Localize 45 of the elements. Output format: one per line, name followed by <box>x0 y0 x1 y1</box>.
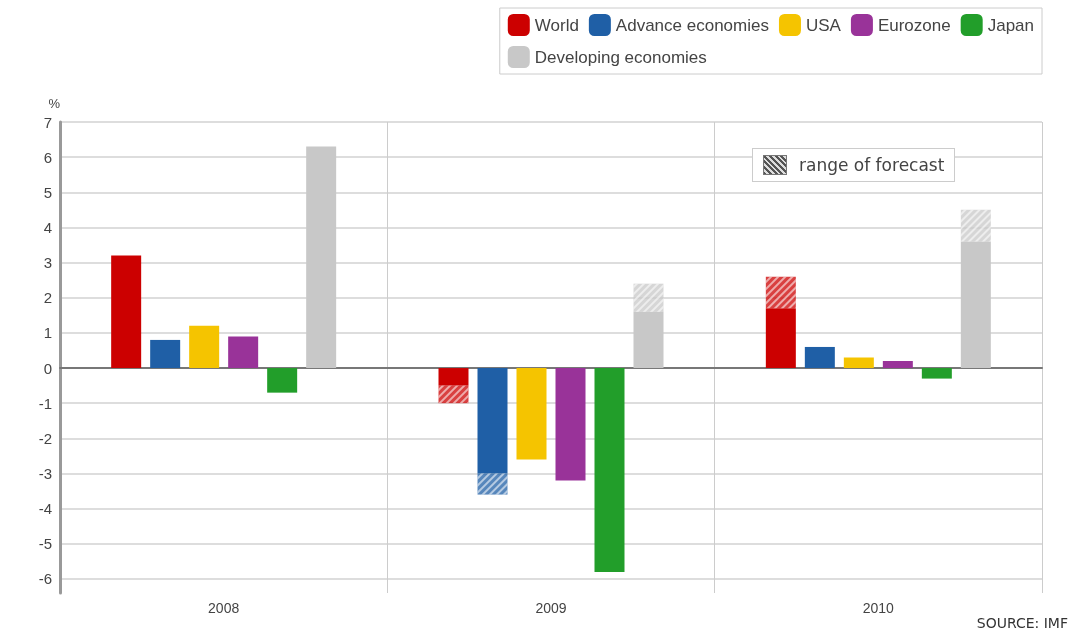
y-tick-label: 3 <box>43 254 52 272</box>
y-tick-label: -2 <box>38 429 52 447</box>
y-tick-label: 7 <box>43 113 52 131</box>
legend-label: USA <box>805 15 842 35</box>
bar <box>516 368 547 460</box>
bar <box>150 339 181 369</box>
bar <box>843 357 874 369</box>
y-axis-title: % <box>48 96 61 111</box>
y-tick-label: 6 <box>43 148 52 166</box>
y-tick-label: -3 <box>38 464 52 482</box>
y-tick-label: -1 <box>38 394 52 412</box>
bar <box>555 368 586 481</box>
x-tick-label: 2010 <box>862 600 895 616</box>
y-tick-label: -6 <box>38 570 52 588</box>
legend-label: Eurozone <box>877 15 951 35</box>
bar <box>765 308 796 369</box>
bar <box>594 368 625 572</box>
bar <box>438 368 469 386</box>
bar <box>111 255 142 369</box>
y-tick-label: 2 <box>43 289 52 307</box>
x-tick-label: 2008 <box>208 600 240 616</box>
annotation: range of forecast <box>799 155 945 175</box>
legend-label: World <box>534 15 579 35</box>
bar <box>960 241 991 369</box>
bar <box>477 368 508 474</box>
bar <box>633 311 664 369</box>
bar <box>267 368 298 393</box>
y-tick-label: 0 <box>43 359 52 377</box>
bar <box>804 346 835 369</box>
y-tick-label: -5 <box>38 535 52 553</box>
y-tick-label: -4 <box>38 500 52 518</box>
bar <box>189 325 220 369</box>
y-tick-label: 1 <box>43 324 52 342</box>
y-tick-label: 5 <box>43 183 52 201</box>
y-tick-label: 4 <box>43 218 52 236</box>
bar <box>306 146 337 369</box>
x-tick-label: 2009 <box>535 600 567 616</box>
legend-label: Advance economies <box>615 15 769 35</box>
source-note: SOURCE: IMF <box>976 615 1068 631</box>
legend-label: Developing economies <box>534 47 707 67</box>
bar <box>228 336 259 369</box>
legend-label: Japan <box>987 15 1035 35</box>
bar <box>921 368 952 379</box>
key-box: range of forecast <box>752 148 956 182</box>
bar <box>882 361 913 369</box>
